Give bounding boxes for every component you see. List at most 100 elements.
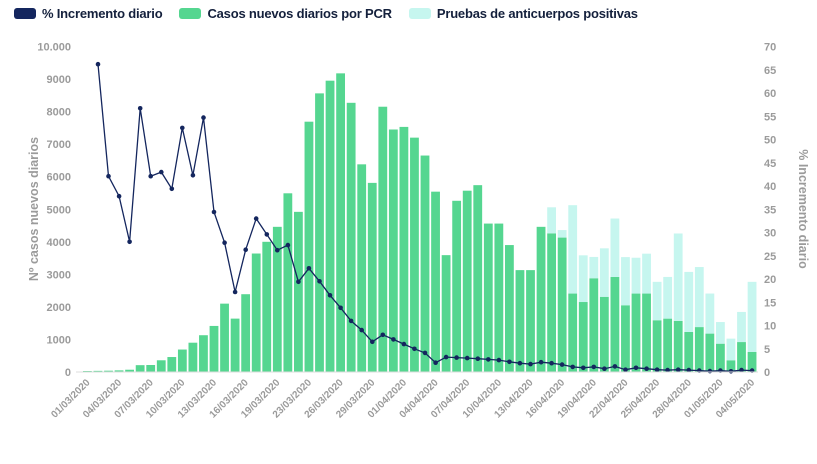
bar-antibody[interactable] <box>694 267 704 328</box>
bar-pcr[interactable] <box>663 318 673 372</box>
bar-antibody[interactable] <box>663 276 673 319</box>
bar-antibody[interactable] <box>631 257 641 294</box>
line-point[interactable] <box>148 173 153 179</box>
line-point[interactable] <box>106 173 111 179</box>
bar-pcr[interactable] <box>694 327 704 372</box>
bar-pcr[interactable] <box>156 360 166 372</box>
bar-pcr[interactable] <box>315 93 324 373</box>
bar-pcr[interactable] <box>336 73 345 372</box>
bar-pcr[interactable] <box>294 211 303 372</box>
bar-pcr[interactable] <box>557 237 567 372</box>
line-point[interactable] <box>190 173 196 178</box>
line-point[interactable] <box>549 360 554 366</box>
line-point[interactable] <box>570 364 575 370</box>
line-point[interactable] <box>317 279 322 284</box>
bar-pcr[interactable] <box>610 276 620 372</box>
bar-antibody[interactable] <box>747 281 757 352</box>
bar-pcr[interactable] <box>462 190 472 372</box>
bar-pcr[interactable] <box>621 305 630 372</box>
line-point[interactable] <box>581 365 586 371</box>
bar-pcr[interactable] <box>494 223 504 372</box>
line-point[interactable] <box>359 327 365 333</box>
line-point[interactable] <box>496 357 502 363</box>
bar-pcr[interactable] <box>684 331 694 372</box>
bar-pcr[interactable] <box>473 185 483 372</box>
line-point[interactable] <box>327 293 333 298</box>
bar-pcr[interactable] <box>726 360 736 372</box>
bar-pcr[interactable] <box>483 223 493 372</box>
legend-item-incremento[interactable]: % Incremento diario <box>14 6 163 21</box>
bar-pcr[interactable] <box>505 245 514 372</box>
line-point[interactable] <box>391 337 396 342</box>
bar-pcr[interactable] <box>346 102 356 372</box>
bar-pcr[interactable] <box>441 255 451 372</box>
line-point[interactable] <box>633 365 639 371</box>
line-point[interactable] <box>296 279 301 285</box>
line-point[interactable] <box>116 193 122 199</box>
bar-pcr[interactable] <box>420 155 430 372</box>
line-point[interactable] <box>127 239 132 245</box>
bar-pcr[interactable] <box>304 121 314 372</box>
bar-antibody[interactable] <box>578 255 588 303</box>
line-point[interactable] <box>401 341 407 347</box>
bar-antibody[interactable] <box>737 311 746 343</box>
bar-pcr[interactable] <box>547 233 556 372</box>
line-point[interactable] <box>285 242 291 248</box>
line-point[interactable] <box>728 369 734 374</box>
bar-antibody[interactable] <box>652 281 662 321</box>
line-point[interactable] <box>232 289 238 295</box>
line-point[interactable] <box>264 232 270 237</box>
bar-pcr[interactable] <box>452 200 462 372</box>
line-point[interactable] <box>348 318 354 324</box>
bar-pcr[interactable] <box>652 320 662 372</box>
line-point[interactable] <box>137 106 143 111</box>
bar-pcr[interactable] <box>104 370 113 372</box>
line-point[interactable] <box>380 332 386 338</box>
bar-pcr[interactable] <box>578 302 588 372</box>
bar-pcr[interactable] <box>220 303 229 372</box>
legend-item-pcr[interactable]: Casos nuevos diarios por PCR <box>179 6 392 21</box>
line-point[interactable] <box>169 186 175 192</box>
line-point[interactable] <box>707 368 713 374</box>
line-point[interactable] <box>422 350 428 356</box>
line-point[interactable] <box>602 366 607 372</box>
bar-pcr[interactable] <box>599 296 609 372</box>
bar-pcr[interactable] <box>146 365 156 372</box>
bar-antibody[interactable] <box>610 218 620 277</box>
bar-pcr[interactable] <box>568 293 578 372</box>
bar-pcr[interactable] <box>325 80 335 373</box>
bar-pcr[interactable] <box>642 293 651 372</box>
bar-pcr[interactable] <box>526 270 535 372</box>
line-point[interactable] <box>338 305 343 311</box>
bar-pcr[interactable] <box>410 137 419 372</box>
line-point[interactable] <box>275 247 280 253</box>
line-point[interactable] <box>243 247 248 252</box>
line-point[interactable] <box>475 356 481 362</box>
bar-pcr[interactable] <box>431 191 440 372</box>
bar-antibody[interactable] <box>684 271 694 332</box>
bar-pcr[interactable] <box>589 278 599 372</box>
bar-pcr[interactable] <box>230 318 240 372</box>
bar-pcr[interactable] <box>167 357 177 372</box>
bar-antibody[interactable] <box>673 233 683 321</box>
line-point[interactable] <box>222 240 227 245</box>
line-point[interactable] <box>644 366 649 372</box>
bar-pcr[interactable] <box>177 349 187 372</box>
line-point[interactable] <box>528 361 533 367</box>
bar-pcr[interactable] <box>283 193 293 372</box>
line-point[interactable] <box>675 367 681 373</box>
bar-pcr[interactable] <box>251 253 261 372</box>
bar-pcr[interactable] <box>705 333 715 372</box>
line-point[interactable] <box>201 115 206 120</box>
bar-antibody[interactable] <box>621 257 630 306</box>
bar-antibody[interactable] <box>547 207 556 234</box>
bar-antibody[interactable] <box>726 338 736 361</box>
line-point[interactable] <box>559 362 565 367</box>
bar-pcr[interactable] <box>367 182 377 372</box>
line-point[interactable] <box>443 354 449 360</box>
bar-pcr[interactable] <box>209 325 219 372</box>
line-point[interactable] <box>433 360 438 366</box>
bar-pcr[interactable] <box>135 365 145 372</box>
bar-pcr[interactable] <box>241 294 251 372</box>
